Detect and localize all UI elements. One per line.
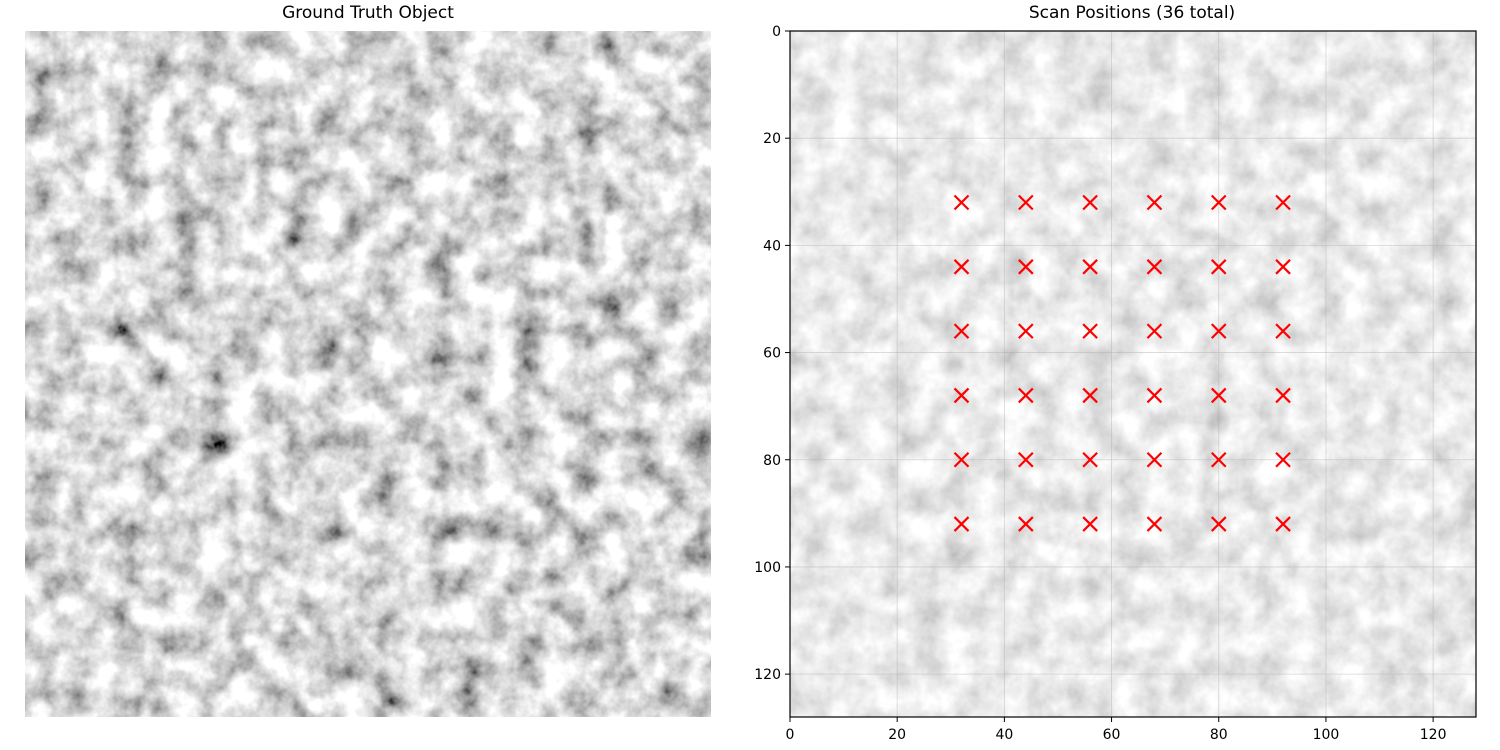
panel-title-scan-positions: Scan Positions (36 total) xyxy=(1029,3,1235,23)
scan-position-marker xyxy=(1146,194,1163,211)
scan-position-marker xyxy=(1146,451,1163,468)
scan-position-marker xyxy=(1146,259,1163,275)
scan-position-marker xyxy=(953,259,970,275)
scan-position-marker xyxy=(953,194,970,211)
scan-position-marker xyxy=(1018,387,1034,404)
scan-position-marker xyxy=(953,516,970,532)
x-tick-label: 60 xyxy=(1103,727,1121,743)
scan-position-marker xyxy=(1275,194,1291,211)
x-tick-label: 20 xyxy=(888,727,906,743)
scan-position-marker xyxy=(1018,516,1034,532)
scan-position-marker xyxy=(1275,451,1291,468)
y-tick-label: 100 xyxy=(754,560,781,576)
scan-position-marker xyxy=(1018,259,1034,275)
scan-markers xyxy=(953,194,1291,532)
x-tick-label: 100 xyxy=(1313,727,1340,743)
scan-position-marker xyxy=(1082,516,1098,532)
scan-position-marker xyxy=(1082,323,1098,339)
x-tick-label: 120 xyxy=(1420,727,1447,743)
scan-position-marker xyxy=(953,451,970,468)
scan-position-marker xyxy=(1018,194,1034,211)
scan-position-marker xyxy=(1082,451,1098,468)
scan-position-marker xyxy=(1210,387,1227,404)
plot-frame xyxy=(789,30,1477,718)
scan-position-marker xyxy=(1275,516,1291,532)
scan-position-marker xyxy=(953,323,970,339)
scan-position-marker xyxy=(1210,323,1227,339)
y-tick-label: 40 xyxy=(763,238,781,254)
scan-position-marker xyxy=(1275,387,1291,404)
grid-lines xyxy=(789,30,1476,717)
scan-position-marker xyxy=(1146,516,1163,532)
y-tick-label: 60 xyxy=(763,346,781,362)
scan-position-marker xyxy=(1082,259,1098,275)
scan-position-marker xyxy=(1082,387,1098,404)
x-axis: 0 20 40 60 80 100 120 xyxy=(786,717,1447,743)
scan-position-marker xyxy=(1082,194,1098,211)
y-tick-label: 80 xyxy=(763,453,781,469)
scan-position-marker xyxy=(1018,451,1034,468)
scan-position-marker xyxy=(1210,451,1227,468)
scan-position-marker xyxy=(1210,259,1227,275)
y-tick-label: 20 xyxy=(763,131,781,147)
ground-truth-image xyxy=(25,31,711,717)
y-tick-label: 0 xyxy=(772,24,781,40)
x-tick-label: 80 xyxy=(1210,727,1228,743)
scan-position-marker xyxy=(1018,323,1034,339)
scan-position-marker xyxy=(953,387,970,404)
y-axis: 0 20 40 60 80 100 120 xyxy=(754,24,790,683)
scan-position-marker xyxy=(1146,323,1163,339)
y-tick-label: 120 xyxy=(754,667,781,683)
scan-background-image xyxy=(790,31,1476,717)
scan-position-marker xyxy=(1210,194,1227,211)
x-tick-label: 40 xyxy=(995,727,1013,743)
x-tick-label: 0 xyxy=(786,727,795,743)
scan-position-marker xyxy=(1146,387,1163,404)
scan-position-marker xyxy=(1275,259,1291,275)
scan-position-marker xyxy=(1275,323,1291,339)
scan-position-marker xyxy=(1210,516,1227,532)
panel-title-ground-truth: Ground Truth Object xyxy=(282,3,454,23)
